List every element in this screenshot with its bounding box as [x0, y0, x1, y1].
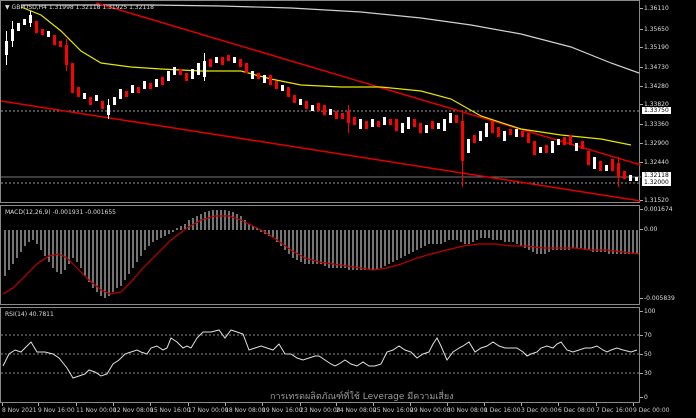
price-tick: 1.34280: [640, 83, 669, 90]
price-tick: 1.35190: [640, 44, 669, 51]
time-tick: 24 Nov 08:00: [336, 403, 377, 414]
rsi-tick: 30: [640, 370, 652, 377]
rsi-tick: 0: [640, 394, 648, 401]
rsi-tick: 70: [640, 332, 652, 339]
macd-canvas: [2, 210, 640, 298]
time-tick: 7 Dec 16:00: [596, 403, 633, 414]
symbol-label: GBPUSD,H4: [11, 4, 47, 11]
time-tick: 1 Dec 16:00: [484, 403, 521, 414]
price-tick: 1.34730: [640, 64, 669, 71]
time-tick: 29 Nov 00:00: [410, 403, 451, 414]
rsi-axis[interactable]: 100 70 50 30 0: [639, 307, 696, 403]
price-tick: 1.32900: [640, 140, 669, 147]
rsi-pane[interactable]: RSI(14) 40.7811: [0, 307, 641, 403]
time-tick: 6 Dec 08:00: [558, 403, 595, 414]
price-chart-canvas: [1, 2, 641, 202]
time-tick: 18 Nov 08:00: [225, 403, 266, 414]
time-tick: 12 Nov 08:00: [113, 403, 154, 414]
price-tick: 1.33820: [640, 101, 669, 108]
rsi-tick: 100: [639, 308, 656, 315]
macd-tick: 0.00: [639, 226, 658, 233]
symbol-header: ▼ GBPUSD,H4 1.31998 1.32118 1.31925 1.32…: [5, 4, 154, 11]
price-axis[interactable]: 1.36110 1.35650 1.35190 1.34730 1.34280 …: [640, 0, 696, 204]
time-tick: 9 Dec 00:00: [633, 403, 670, 414]
time-tick: 3 Dec 00:00: [521, 403, 558, 414]
time-tick: 8 Nov 2021: [2, 403, 37, 414]
price-tick: 1.35650: [640, 26, 669, 33]
price-tick: 1.31520: [640, 197, 669, 204]
macd-pane[interactable]: MACD(12,26,9) -0.001931 -0.001655: [0, 205, 640, 305]
price-tick: 1.36110: [640, 5, 669, 12]
level-price-box: 1.33750: [642, 107, 671, 114]
price-tick: 1.33360: [640, 121, 669, 128]
price-tick: 1.32440: [640, 159, 669, 166]
current-price-box: 1.32118: [642, 172, 671, 179]
risk-warning-watermark: การเทรดผลิตภัณฑ์ที่ใช้ Leverage มีความเส…: [270, 392, 454, 402]
collapse-triangle-icon[interactable]: ▼: [5, 4, 10, 11]
time-tick: 17 Nov 00:00: [188, 403, 229, 414]
rsi-canvas: [1, 329, 641, 379]
rsi-tick: 50: [640, 351, 652, 358]
level-price-box: 1.32000: [642, 179, 671, 186]
candles: [5, 11, 638, 187]
rsi-label: RSI(14) 40.7811: [5, 311, 54, 318]
time-tick: 30 Nov 08:00: [447, 403, 488, 414]
time-tick: 11 Nov 00:00: [76, 403, 117, 414]
time-tick: 23 Nov 00:00: [300, 403, 341, 414]
time-axis[interactable]: 8 Nov 2021 9 Nov 16:00 11 Nov 00:00 12 N…: [0, 403, 696, 418]
time-tick: 9 Nov 16:00: [38, 403, 75, 414]
time-tick: 25 Nov 16:00: [373, 403, 414, 414]
macd-axis[interactable]: 0.001674 0.00 -0.005839: [639, 205, 696, 305]
price-chart-pane[interactable]: ▼ GBPUSD,H4 1.31998 1.32118 1.31925 1.32…: [0, 0, 641, 203]
macd-tick: -0.005839: [640, 295, 675, 302]
macd-label: MACD(12,26,9) -0.001931 -0.001655: [5, 209, 116, 216]
time-tick: 15 Nov 16:00: [150, 403, 191, 414]
macd-tick: 0.001674: [640, 206, 673, 213]
time-tick: 19 Nov 16:00: [262, 403, 303, 414]
ohlc-values: 1.31998 1.32118 1.31925 1.32118: [48, 4, 154, 11]
